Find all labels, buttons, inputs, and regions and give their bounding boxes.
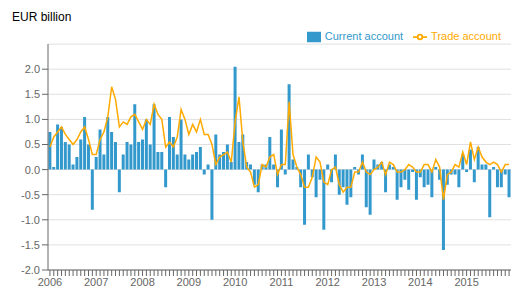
svg-text:1.0: 1.0 xyxy=(25,113,40,125)
svg-text:2011: 2011 xyxy=(270,276,294,288)
svg-text:2007: 2007 xyxy=(84,276,108,288)
svg-text:2015: 2015 xyxy=(454,276,478,288)
svg-text:2.0: 2.0 xyxy=(25,63,40,75)
svg-text:2010: 2010 xyxy=(223,276,247,288)
svg-text:0.0: 0.0 xyxy=(25,164,40,176)
svg-text:0.5: 0.5 xyxy=(25,138,40,150)
svg-text:2013: 2013 xyxy=(362,276,386,288)
html-text:Trade account: Trade account xyxy=(431,30,501,42)
svg-text:2006: 2006 xyxy=(38,276,62,288)
svg-text:2012: 2012 xyxy=(315,276,339,288)
svg-text:-1.0: -1.0 xyxy=(21,214,40,226)
html-text:EUR billion: EUR billion xyxy=(12,10,72,24)
html-text:Current account: Current account xyxy=(324,30,404,42)
svg-text:2014: 2014 xyxy=(408,276,432,288)
svg-text:2008: 2008 xyxy=(130,276,154,288)
svg-text:-1.5: -1.5 xyxy=(21,239,40,251)
svg-text:1.5: 1.5 xyxy=(25,88,40,100)
svg-text:2009: 2009 xyxy=(177,276,201,288)
svg-text:-2.0: -2.0 xyxy=(21,264,40,276)
svg-text:-0.5: -0.5 xyxy=(21,189,40,201)
